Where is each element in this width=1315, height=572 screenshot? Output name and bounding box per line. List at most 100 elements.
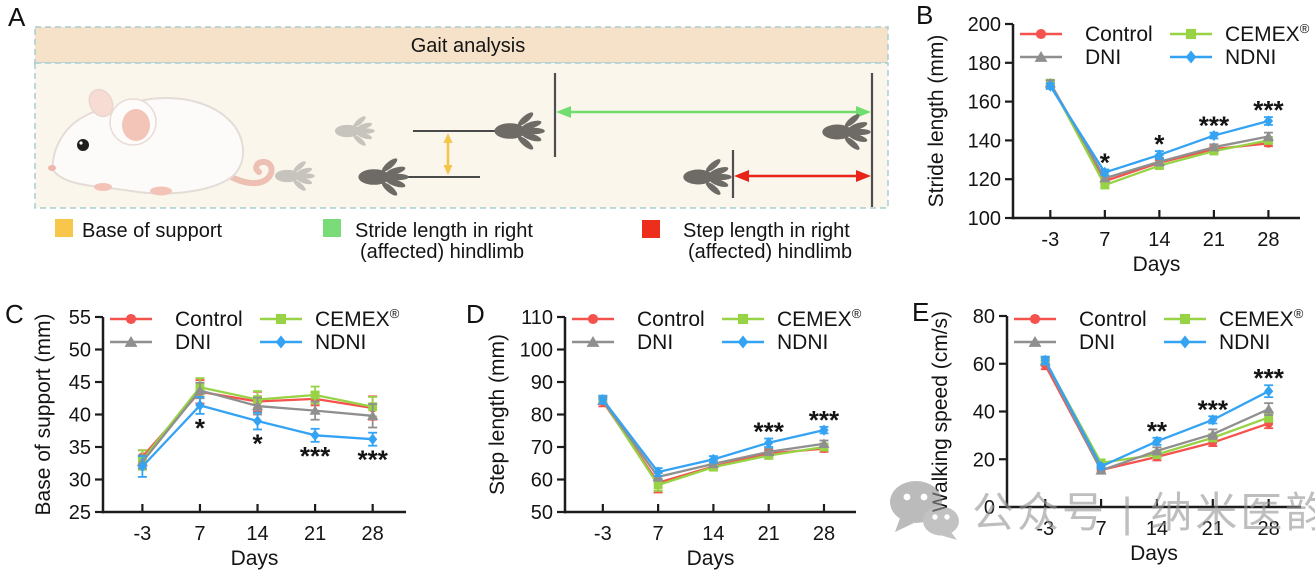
- svg-text:20: 20: [973, 449, 995, 471]
- svg-text:100: 100: [968, 208, 1001, 230]
- diagram-header-band: [34, 26, 889, 64]
- svg-text:**: **: [1147, 416, 1168, 446]
- chart-D: 50 60 70 80 90 100 110 -3 7 14 21 28 Days Step length…: [486, 306, 862, 570]
- svg-text:25: 25: [69, 502, 91, 524]
- significance-stars: ********: [195, 413, 389, 475]
- svg-text:***: ***: [1253, 363, 1284, 393]
- stride-length-swatch: [323, 219, 341, 237]
- stride-length-chart: 100 120 140 160 180 200 -3 7 14 21 28 Days Stride le…: [900, 0, 1315, 290]
- svg-text:Days: Days: [1133, 253, 1181, 276]
- chart-B: 100 120 140 160 180 200 -3 7 14 21 28 Days Stride le…: [925, 14, 1310, 276]
- svg-text:50: 50: [69, 340, 91, 362]
- svg-text:120: 120: [968, 169, 1001, 191]
- svg-text:21: 21: [1202, 518, 1224, 540]
- svg-text:80: 80: [531, 405, 553, 427]
- svg-text:0: 0: [984, 497, 995, 519]
- svg-text:60: 60: [973, 354, 995, 376]
- panel-c: C 25 30 35 40 45 50 55 -3 7 14 21 28 Days Base of sup…: [0, 285, 450, 572]
- svg-text:*: *: [1154, 129, 1165, 159]
- walking-speed-chart: 0 20 40 60 80 -3 7 14 21 28 Days Walking speed (cm/…: [890, 285, 1315, 572]
- legend-label: Step length in right: [683, 220, 850, 242]
- svg-text:***: ***: [1198, 394, 1229, 424]
- svg-text:90: 90: [531, 372, 553, 394]
- svg-text:Control: Control: [637, 308, 705, 331]
- svg-text:Stride length (mm): Stride length (mm): [925, 35, 948, 208]
- svg-text:28: 28: [813, 523, 835, 545]
- legend-label: (affected) hindlimb: [360, 241, 524, 263]
- svg-text:60: 60: [531, 470, 553, 492]
- svg-text:21: 21: [304, 523, 326, 545]
- svg-text:14: 14: [1146, 518, 1168, 540]
- chart-legend: Control CEMEX® DNI NDNI: [1020, 21, 1310, 69]
- svg-text:80: 80: [973, 306, 995, 328]
- base-of-support-arrow: [443, 133, 453, 175]
- svg-text:28: 28: [1257, 229, 1279, 251]
- mouse-ear-small: [88, 88, 114, 118]
- panel-a: A Gait analysis: [0, 0, 900, 285]
- legend-label: (affected) hindlimb: [688, 241, 852, 263]
- svg-text:NDNI: NDNI: [1225, 46, 1276, 69]
- svg-text:***: ***: [809, 405, 840, 435]
- svg-text:50: 50: [531, 502, 553, 524]
- svg-text:NDNI: NDNI: [1219, 331, 1270, 354]
- svg-text:-3: -3: [1036, 518, 1054, 540]
- svg-text:30: 30: [69, 470, 91, 492]
- significance-stars: ********: [1100, 95, 1285, 177]
- svg-text:Step length (mm): Step length (mm): [486, 334, 509, 495]
- svg-text:DNI: DNI: [175, 331, 211, 354]
- panel-d: D 50 60 70 80 90 100 110 -3 7 14 21 28 Days Step leng…: [450, 285, 890, 572]
- step-length-swatch: [642, 220, 660, 238]
- svg-text:40: 40: [973, 402, 995, 424]
- panel-b-label: B: [916, 0, 934, 30]
- svg-text:DNI: DNI: [637, 331, 673, 354]
- gait-analysis-diagram: Gait analysis: [34, 26, 889, 263]
- series-NDNI: [598, 393, 829, 478]
- mouse-ear-inner: [122, 109, 150, 141]
- mouse-illustration: [48, 88, 275, 196]
- svg-text:*: *: [195, 413, 206, 443]
- mouse-front-foot: [94, 183, 112, 191]
- svg-text:***: ***: [357, 445, 388, 475]
- stride-length-arrow: [556, 106, 871, 118]
- svg-text:DNI: DNI: [1085, 46, 1121, 69]
- svg-text:Base of support (mm): Base of support (mm): [32, 314, 55, 516]
- base-of-support-chart: 25 30 35 40 45 50 55 -3 7 14 21 28 Days Base of suppo…: [0, 285, 450, 572]
- step-length-chart: 50 60 70 80 90 100 110 -3 7 14 21 28 Days Step length…: [450, 285, 890, 572]
- panel-b: B 100 120 140 160 180 200 -3 7 14 21 28 Days Stride …: [900, 0, 1315, 285]
- svg-text:14: 14: [246, 523, 268, 545]
- svg-text:***: ***: [754, 417, 785, 447]
- chart-legend: Control CEMEX® DNI NDNI: [110, 306, 400, 354]
- step-length-arrow: [734, 170, 871, 182]
- svg-text:CEMEX®: CEMEX®: [1219, 306, 1304, 331]
- svg-text:CEMEX®: CEMEX®: [777, 306, 862, 331]
- panel-e-label: E: [912, 297, 930, 327]
- significance-stars: *** ***: [754, 405, 841, 447]
- svg-text:Walking speed (cm/s): Walking speed (cm/s): [929, 311, 952, 512]
- svg-text:21: 21: [758, 523, 780, 545]
- svg-text:7: 7: [653, 523, 664, 545]
- svg-text:*: *: [252, 428, 263, 458]
- diagram-title: Gait analysis: [411, 35, 526, 57]
- svg-text:-3: -3: [594, 523, 612, 545]
- mouse-body: [51, 97, 245, 195]
- mouse-eye: [77, 139, 89, 151]
- series-NDNI: [1045, 80, 1274, 179]
- svg-text:160: 160: [968, 92, 1001, 114]
- axes: 50 60 70 80 90 100 110 -3 7 14 21 28 Days Step length…: [486, 307, 856, 570]
- mouse-eye-glint: [79, 141, 83, 145]
- svg-text:35: 35: [69, 437, 91, 459]
- svg-text:CEMEX®: CEMEX®: [1225, 21, 1310, 46]
- svg-text:CEMEX®: CEMEX®: [315, 306, 400, 331]
- svg-text:7: 7: [194, 523, 205, 545]
- panel-e: E 0 20 40 60 80 -3 7 14 21 28 Days Walking speed (c…: [890, 285, 1315, 572]
- svg-text:14: 14: [1148, 229, 1170, 251]
- panel-c-label: C: [5, 299, 24, 329]
- svg-text:200: 200: [968, 14, 1001, 36]
- svg-text:Days: Days: [687, 547, 735, 570]
- base-of-support-swatch: [55, 219, 73, 237]
- svg-text:NDNI: NDNI: [315, 331, 366, 354]
- mouse-nose: [48, 165, 56, 171]
- svg-text:28: 28: [362, 523, 384, 545]
- chart-legend: Control CEMEX® DNI NDNI: [1014, 306, 1304, 354]
